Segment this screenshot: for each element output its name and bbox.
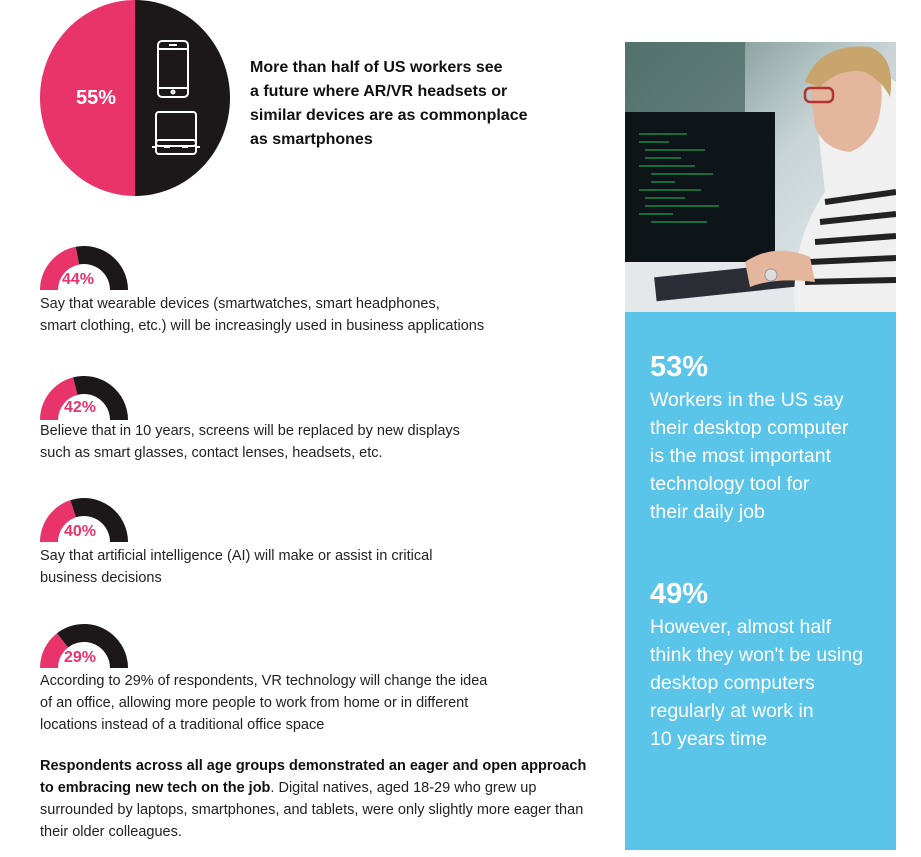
smartphone-icon [157,40,189,98]
panel-stat-49: 49% However, almost half think they won'… [650,577,890,753]
panel-stat-line: However, almost half [650,616,831,638]
stat-line: Believe that in 10 years, screens will b… [40,423,460,439]
stat-line: Say that artificial intelligence (AI) wi… [40,548,433,564]
closing-bold: Respondents across all age groups demons… [40,758,587,796]
main-pie-percent: 55% [76,87,116,109]
stat-percent: 29% [64,649,97,666]
panel-stat-53: 53% Workers in the US say their desktop … [650,350,890,526]
gauge-remainder-segment [57,624,128,668]
office-worker-photo [625,42,896,312]
pie-slice-pink [40,0,135,196]
gauge-40 [38,496,130,542]
panel-stat-line: regularly at work in [650,700,814,722]
gauge-remainder-segment [73,376,128,420]
panel-stat-line: think they won't be using [650,644,863,666]
panel-stat-line: Workers in the US say [650,389,844,411]
gauge-fill-segment [40,500,76,542]
stat-description: Say that wearable devices (smartwatches,… [40,293,600,337]
gauge-29 [38,622,130,668]
gauge-remainder-segment [75,246,128,290]
stat-description: According to 29% of respondents, VR tech… [40,670,600,736]
panel-stat-line: technology tool for [650,473,810,495]
headline-line: similar devices are as commonplace [250,107,528,124]
stat-line: Say that wearable devices (smartwatches,… [40,296,440,312]
vr-headset-icon [152,111,200,155]
headline-line: as smartphones [250,131,373,148]
gauge-fill-segment [40,633,69,668]
panel-stat-percent: 49% [650,578,709,610]
stat-line: locations instead of a traditional offic… [40,717,325,733]
stat-line: smart clothing, etc.) will be increasing… [40,318,485,334]
headline-line: More than half of US workers see [250,59,503,76]
stat-line: such as smart glasses, contact lenses, h… [40,445,383,461]
headline-line: a future where AR/VR headsets or [250,83,508,100]
gauge-42 [38,374,130,420]
stat-percent: 40% [64,523,97,540]
panel-stat-line: their daily job [650,501,765,523]
stat-description: Believe that in 10 years, screens will b… [40,420,600,464]
closing-rest: . Digital natives, aged 18-29 who grew u… [40,780,584,840]
panel-stat-line: desktop computers [650,672,815,694]
panel-stat-percent: 53% [650,351,709,383]
panel-stat-line: 10 years time [650,728,768,750]
stat-percent: 44% [62,271,95,288]
gauge-fill-segment [40,246,80,290]
gauge-remainder-segment [70,498,128,542]
closing-paragraph: Respondents across all age groups demons… [40,755,600,843]
stat-line: According to 29% of respondents, VR tech… [40,673,488,689]
main-pie-chart: 55% [40,0,230,196]
gauge-44 [38,244,130,290]
panel-stat-line: is the most important [650,445,831,467]
panel-stat-line: their desktop computer [650,417,849,439]
stat-line: business decisions [40,570,162,586]
stat-line: of an office, allowing more people to wo… [40,695,469,711]
gauge-fill-segment [40,377,78,420]
main-headline: More than half of US workers see a futur… [250,56,580,152]
stat-description: Say that artificial intelligence (AI) wi… [40,545,600,589]
stat-percent: 42% [64,399,97,416]
